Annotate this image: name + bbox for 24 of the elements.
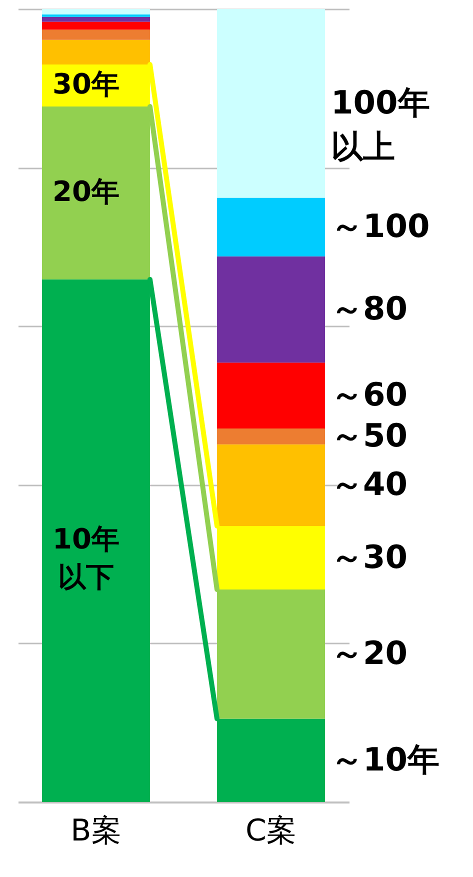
series-label: ～50 [331, 416, 408, 454]
bar [42, 9, 150, 15]
bar [42, 16, 150, 22]
series-label: 100年以上 [331, 83, 430, 166]
series-label: ～10年 [331, 740, 440, 778]
bar [42, 22, 150, 30]
series-label: ～100 [331, 207, 430, 246]
bar [42, 40, 150, 65]
bar [42, 30, 150, 40]
x-tick-label: C案 [246, 814, 296, 848]
annotation: 10年以下 [52, 522, 120, 594]
bar [217, 428, 326, 444]
series-label: ～20 [331, 634, 408, 672]
series-label: ～40 [331, 465, 408, 504]
series-label: ～30 [331, 538, 408, 576]
bar [217, 256, 326, 363]
annotation: 20年 [52, 174, 120, 208]
series-label: ～60 [331, 376, 408, 414]
x-tick-label: B案 [70, 814, 122, 848]
bar [217, 198, 326, 256]
annotation: 30年 [52, 68, 120, 101]
bar [217, 444, 326, 526]
series-label: ～80 [331, 290, 408, 328]
bar [217, 362, 326, 428]
